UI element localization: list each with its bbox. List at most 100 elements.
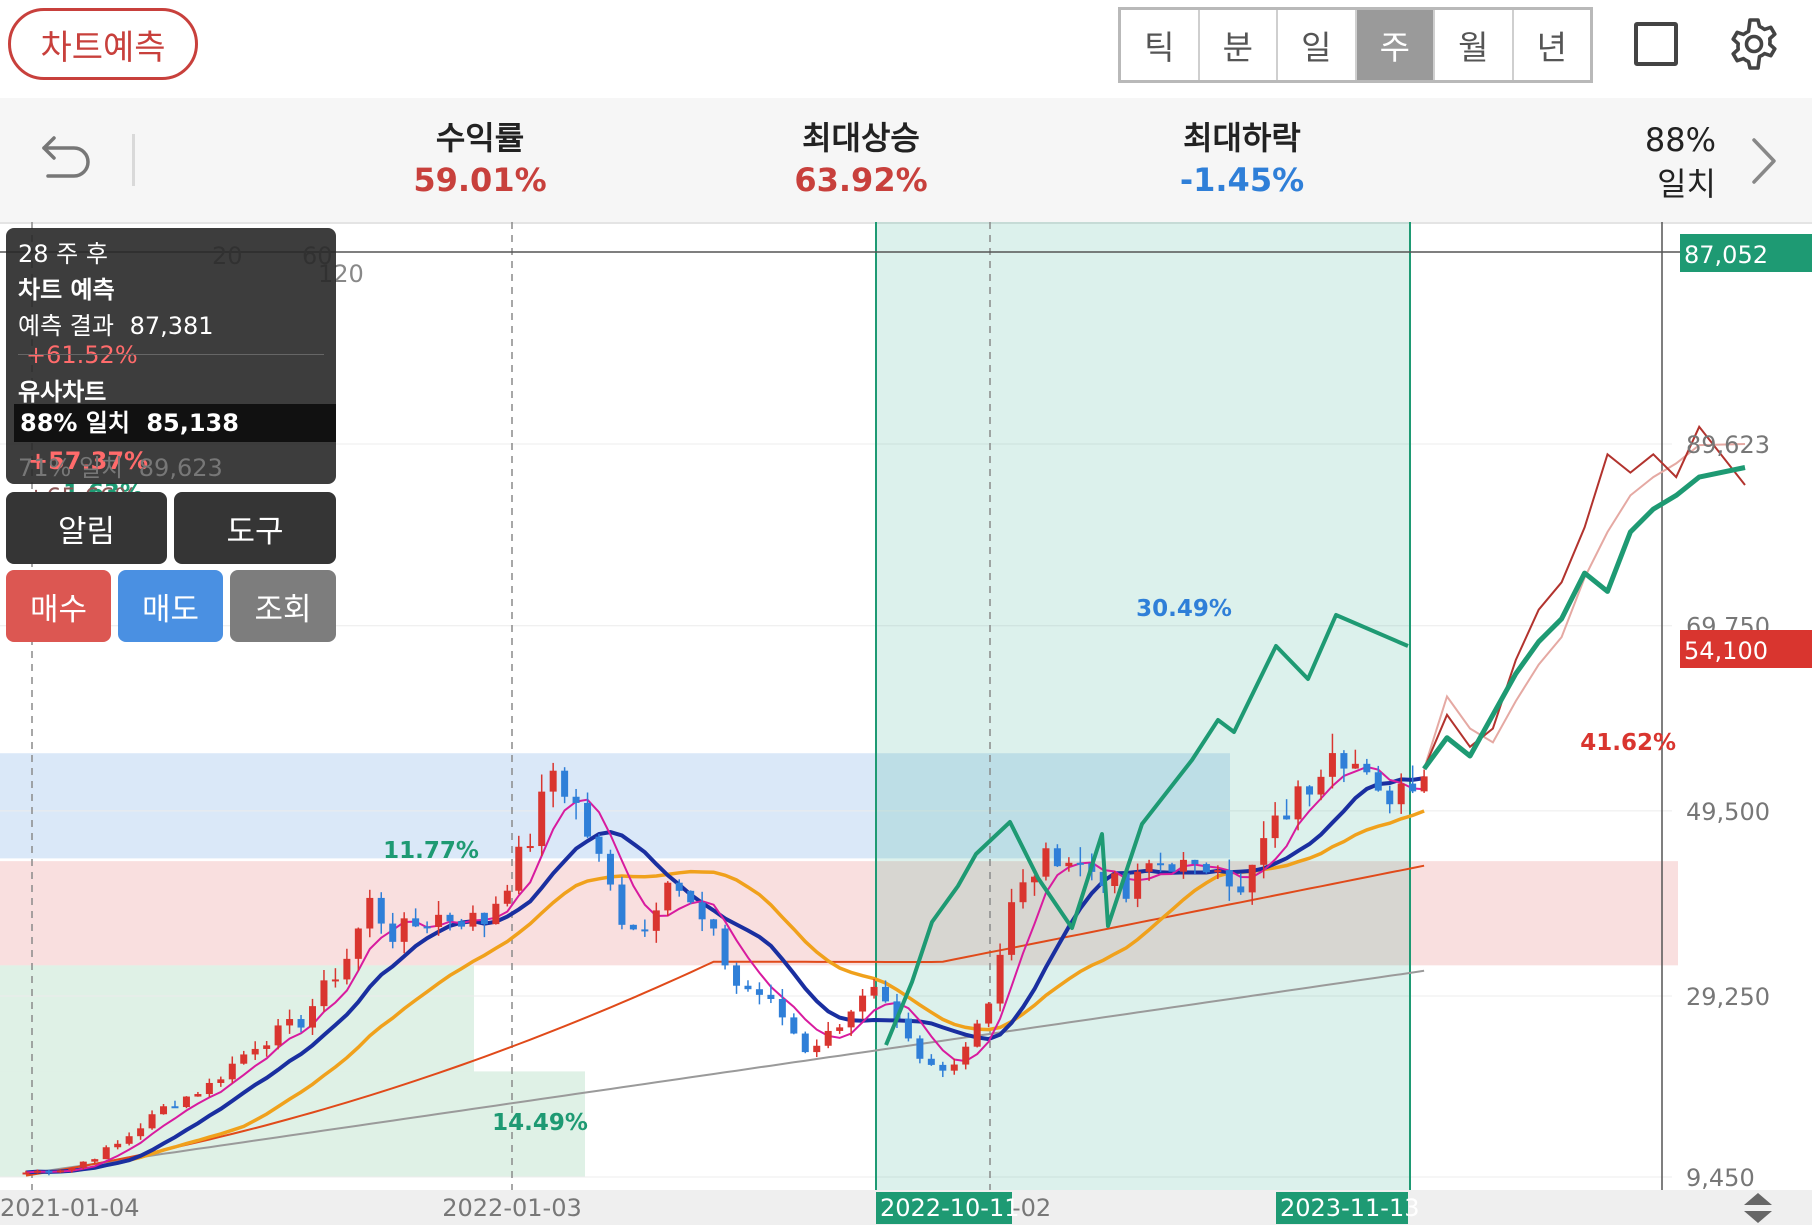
- candle-body: [194, 1094, 202, 1097]
- x-tick-label: 2021-01-04: [0, 1194, 139, 1222]
- candle-body: [33, 1170, 41, 1173]
- return-value: 59.01%: [413, 161, 547, 199]
- candle-body: [870, 986, 878, 996]
- candle-body: [1340, 753, 1348, 769]
- tab-minute[interactable]: 분: [1200, 10, 1278, 80]
- other-price: 89,623: [138, 454, 223, 482]
- alert-button[interactable]: 알림: [6, 492, 167, 564]
- y-tick-label: 29,250: [1686, 983, 1770, 1011]
- candle-body: [1111, 873, 1119, 887]
- candle-body: [1237, 886, 1245, 893]
- candle-body: [1168, 864, 1176, 872]
- candle-body: [538, 791, 546, 847]
- candle-body: [274, 1025, 282, 1046]
- candle-body: [813, 1045, 821, 1053]
- candle-body: [549, 770, 557, 792]
- chevron-right-icon[interactable]: [1748, 136, 1780, 186]
- tab-year[interactable]: 년: [1536, 28, 1567, 67]
- candle-body: [675, 882, 683, 891]
- green-zone-1: [0, 965, 474, 1072]
- candle-body: [217, 1079, 225, 1083]
- view-button[interactable]: 조회: [230, 570, 336, 642]
- forecast-change: +61.52%: [26, 341, 138, 369]
- candle-body: [423, 926, 431, 929]
- candle-body: [331, 979, 339, 982]
- candle-body: [1179, 859, 1187, 872]
- price-tag-label: 87,052: [1684, 241, 1768, 269]
- candle-body: [114, 1143, 122, 1148]
- candle-body: [927, 1058, 935, 1065]
- top-bar: 차트예측 틱 분 일 주 월 년: [0, 0, 1812, 98]
- candle-body: [767, 994, 775, 999]
- candle-body: [125, 1136, 133, 1144]
- info-divider: [18, 354, 324, 355]
- candle-body: [1397, 783, 1405, 805]
- candle-body: [1374, 772, 1382, 791]
- candle-body: [457, 921, 465, 927]
- candle-body: [1271, 815, 1279, 839]
- candle-body: [446, 914, 454, 922]
- similar-change: +57.37%: [28, 447, 149, 475]
- candle-body: [893, 1001, 901, 1019]
- scroll-down-icon: [1744, 1211, 1772, 1223]
- candle-body: [1134, 871, 1142, 899]
- candle-body: [755, 989, 763, 995]
- candle-body: [778, 998, 786, 1018]
- similar-row-selected[interactable]: 88% 일치 85,138 +57.37%: [14, 404, 336, 475]
- candle-body: [320, 980, 328, 1007]
- tab-week[interactable]: 주: [1356, 10, 1435, 80]
- candle-body: [160, 1106, 168, 1115]
- candle-body: [618, 884, 626, 925]
- tab-day[interactable]: 일: [1278, 10, 1357, 80]
- tools-button[interactable]: 도구: [174, 492, 336, 564]
- candle-body: [91, 1159, 99, 1162]
- candle-body: [148, 1114, 156, 1129]
- other-match: 71% 일치: [18, 454, 124, 482]
- price-chart[interactable]: 1.63%11.77%14.49%30.49%41.62%9,45029,250…: [0, 222, 1812, 1225]
- candle-body: [664, 882, 672, 911]
- candle-body: [400, 918, 408, 942]
- similar-window: [876, 222, 1410, 1190]
- candle-body: [1076, 862, 1084, 865]
- y-tick-label: 89,623: [1686, 431, 1770, 459]
- candle-body: [435, 914, 443, 927]
- candle-body: [515, 846, 523, 891]
- gear-icon[interactable]: [1726, 16, 1782, 72]
- tab-month[interactable]: 월: [1435, 10, 1514, 80]
- candle-body: [68, 1167, 76, 1171]
- candle-body: [629, 924, 637, 930]
- candle-body: [343, 958, 351, 980]
- candle-body: [1328, 753, 1336, 777]
- tab-tick[interactable]: 틱: [1121, 10, 1200, 80]
- candle-body: [939, 1064, 947, 1071]
- candle-body: [1065, 862, 1073, 867]
- price-tag-label: 54,100: [1684, 637, 1768, 665]
- candle-body: [240, 1054, 248, 1064]
- candle-body: [687, 890, 695, 903]
- range-label: 11.77%: [383, 838, 479, 864]
- window-date-tag: 2022-10-11: [880, 1194, 1019, 1222]
- fullscreen-square-icon[interactable]: [1634, 22, 1678, 66]
- period-tabs: 틱 분 일 주 월 년: [1118, 7, 1593, 83]
- candle-body: [859, 995, 867, 1012]
- candle-body: [1019, 882, 1027, 903]
- forecast-row: 예측 결과 87,381 +61.52%: [18, 306, 336, 369]
- candle-body: [882, 986, 889, 1002]
- candle-body: [824, 1030, 832, 1046]
- buy-button[interactable]: 매수: [6, 570, 111, 642]
- match-display[interactable]: 88% 일치: [1620, 118, 1716, 206]
- stat-max-rise: 최대상승 63.92%: [731, 118, 991, 202]
- candle-body: [469, 912, 477, 927]
- candle-body: [847, 1011, 855, 1028]
- x-tick-label: 2022-01-03: [442, 1194, 581, 1222]
- chart-predict-button[interactable]: 차트예측: [8, 8, 198, 80]
- candle-body: [801, 1033, 809, 1053]
- blue-zone: [0, 753, 1230, 859]
- candle-body: [205, 1082, 213, 1095]
- undo-icon[interactable]: [36, 132, 94, 190]
- candle-body: [1214, 870, 1222, 873]
- candle-body: [56, 1170, 64, 1173]
- sell-button[interactable]: 매도: [118, 570, 223, 642]
- candle-body: [606, 853, 614, 885]
- candle-body: [480, 912, 488, 925]
